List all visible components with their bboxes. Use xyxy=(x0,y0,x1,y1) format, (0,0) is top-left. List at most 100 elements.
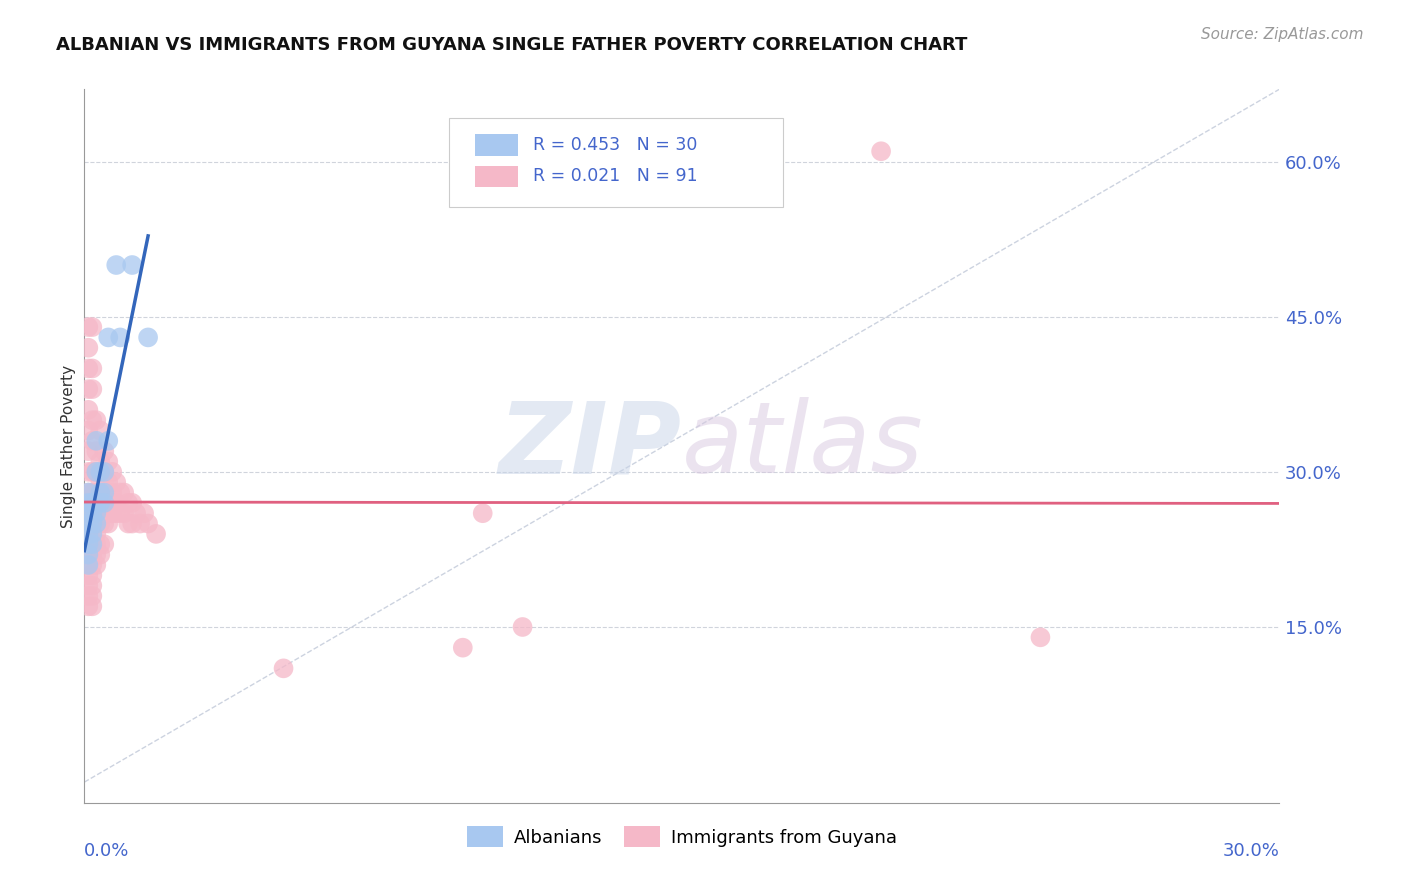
Point xyxy=(93,496,115,510)
Point xyxy=(77,537,100,551)
Point xyxy=(86,506,108,520)
Point xyxy=(101,485,124,500)
Point xyxy=(77,496,100,510)
Legend: Albanians, Immigrants from Guyana: Albanians, Immigrants from Guyana xyxy=(460,819,904,855)
Point xyxy=(112,485,135,500)
Point xyxy=(273,661,295,675)
Point xyxy=(82,558,104,572)
Point xyxy=(93,506,115,520)
Text: ZIP: ZIP xyxy=(499,398,682,494)
Point xyxy=(125,506,148,520)
Point xyxy=(117,516,139,531)
Point xyxy=(136,516,159,531)
Point xyxy=(77,579,100,593)
Text: atlas: atlas xyxy=(682,398,924,494)
Point xyxy=(89,454,111,468)
Point xyxy=(77,506,100,520)
Point xyxy=(1029,630,1052,644)
Point xyxy=(93,444,115,458)
Point xyxy=(97,454,120,468)
Point xyxy=(82,413,104,427)
Point xyxy=(145,527,167,541)
Point xyxy=(110,330,132,344)
Point xyxy=(86,465,108,479)
Text: R = 0.021   N = 91: R = 0.021 N = 91 xyxy=(533,168,697,186)
Point xyxy=(121,516,143,531)
Point xyxy=(89,537,111,551)
Point xyxy=(89,496,111,510)
Point xyxy=(117,496,139,510)
Point xyxy=(82,496,104,510)
Point xyxy=(77,516,100,531)
Point xyxy=(86,506,108,520)
Bar xyxy=(475,134,519,155)
Point xyxy=(136,330,159,344)
Point xyxy=(77,537,100,551)
Point xyxy=(82,527,104,541)
Bar xyxy=(475,166,519,187)
Point xyxy=(89,496,111,510)
Point xyxy=(82,485,104,500)
Point xyxy=(82,382,104,396)
Point xyxy=(89,465,111,479)
Point xyxy=(82,568,104,582)
Point xyxy=(97,330,120,344)
Point xyxy=(105,496,128,510)
Point xyxy=(77,568,100,582)
Point xyxy=(77,465,100,479)
Point xyxy=(77,527,100,541)
Point xyxy=(121,496,143,510)
Point xyxy=(86,444,108,458)
Point xyxy=(93,516,115,531)
Point xyxy=(101,496,124,510)
Point xyxy=(77,424,100,438)
Point xyxy=(97,496,120,510)
Point xyxy=(86,413,108,427)
Point xyxy=(77,361,100,376)
Point xyxy=(77,527,100,541)
Point xyxy=(82,506,104,520)
Point xyxy=(77,485,100,500)
Point xyxy=(89,506,111,520)
Point xyxy=(86,434,108,448)
Point xyxy=(105,258,128,272)
Point xyxy=(77,558,100,572)
Point xyxy=(105,506,128,520)
Point xyxy=(112,506,135,520)
Point xyxy=(82,579,104,593)
Point xyxy=(77,599,100,614)
Point xyxy=(82,361,104,376)
Point xyxy=(97,434,120,448)
Point xyxy=(86,558,108,572)
Point xyxy=(82,527,104,541)
Point xyxy=(86,548,108,562)
Text: R = 0.453   N = 30: R = 0.453 N = 30 xyxy=(533,136,697,153)
Text: Source: ZipAtlas.com: Source: ZipAtlas.com xyxy=(1201,27,1364,42)
Point xyxy=(512,620,534,634)
Point xyxy=(870,145,893,159)
Point xyxy=(86,485,108,500)
Point xyxy=(86,516,108,531)
Point xyxy=(82,548,104,562)
Text: 0.0%: 0.0% xyxy=(84,842,129,860)
Point xyxy=(110,506,132,520)
Point xyxy=(82,465,104,479)
Point xyxy=(110,485,132,500)
Point xyxy=(105,475,128,490)
Point xyxy=(77,485,100,500)
Point xyxy=(86,516,108,531)
Point xyxy=(97,506,120,520)
Point xyxy=(471,506,494,520)
Point xyxy=(89,548,111,562)
Point xyxy=(77,496,100,510)
Point xyxy=(77,402,100,417)
Point xyxy=(93,496,115,510)
FancyBboxPatch shape xyxy=(449,118,783,207)
Point xyxy=(86,496,108,510)
Point xyxy=(77,506,100,520)
Point xyxy=(82,599,104,614)
Point xyxy=(97,475,120,490)
Point xyxy=(82,434,104,448)
Text: 30.0%: 30.0% xyxy=(1223,842,1279,860)
Point xyxy=(97,516,120,531)
